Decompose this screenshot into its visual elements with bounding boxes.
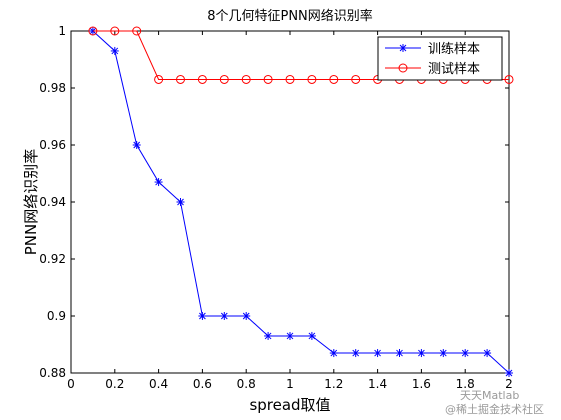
legend-item: 测试样本: [385, 62, 480, 77]
watermark: 天天Matlab @稀土掘金技术社区: [445, 389, 544, 416]
data-point-star: [176, 198, 185, 206]
data-point-star: [286, 331, 294, 340]
x-tick-label: 1.2: [324, 377, 343, 391]
data-point-star: [483, 349, 492, 358]
watermark-line1: 天天Matlab: [460, 389, 519, 402]
y-tick-label: 0.94: [39, 195, 66, 209]
y-tick-label: 0.98: [39, 81, 66, 95]
x-tick-label: 1.6: [412, 377, 431, 391]
data-point-star: [154, 178, 163, 187]
x-tick-label: 0.2: [105, 377, 124, 391]
x-tick-label: 1.8: [456, 377, 475, 391]
legend-box: [377, 36, 503, 81]
data-point-circle: [307, 74, 317, 84]
data-point-star: [351, 349, 360, 358]
data-point-circle: [154, 74, 164, 84]
data-point-circle: [263, 74, 273, 84]
data-point-circle: [197, 74, 207, 84]
data-point-star: [110, 46, 119, 55]
data-point-circle: [219, 74, 229, 84]
series-layer: [88, 26, 514, 377]
legend-swatch-marker: [398, 63, 408, 73]
x-axis-label: spread取值: [249, 396, 330, 414]
watermark-line2: @稀土掘金技术社区: [445, 402, 544, 416]
y-tick-label: 1: [58, 24, 66, 38]
y-tick-label: 0.9: [47, 309, 66, 323]
legend-label: 训练样本: [428, 42, 480, 57]
data-point-circle: [329, 74, 339, 84]
x-tick-label: 0.8: [237, 377, 256, 391]
x-tick-label: 0.4: [149, 377, 168, 391]
legend-swatch-marker: [399, 44, 407, 52]
x-tick-label: 1.4: [368, 377, 387, 391]
data-point-star: [439, 349, 448, 358]
x-tick-label: 0: [67, 377, 75, 391]
data-point-star: [505, 369, 513, 377]
chart-title: 8个几何特征PNN网络识别率: [207, 8, 373, 24]
data-point-circle: [88, 26, 98, 36]
axis-ticks: 0 0.2 0.4 0.6 0.8 1 1.2 1.4 1.6 1.8 2 0.88 0.9 0.92 0.…: [39, 24, 513, 391]
y-tick-label: 0.92: [39, 252, 66, 266]
data-point-circle: [241, 74, 251, 84]
data-point-circle: [504, 74, 514, 84]
y-tick-label: 0.96: [39, 138, 66, 152]
data-point-circle: [351, 74, 361, 84]
data-point-star: [395, 349, 404, 358]
x-tick-label: 1: [286, 377, 294, 391]
data-point-star: [417, 349, 426, 358]
data-point-circle: [176, 74, 185, 84]
data-point-star: [198, 312, 207, 320]
data-point-star: [461, 349, 470, 358]
x-tick-label: 2: [505, 377, 513, 391]
data-point-circle: [110, 26, 120, 36]
series-1: [88, 27, 513, 377]
data-point-circle: [285, 74, 295, 84]
y-tick-label: 0.88: [39, 366, 66, 380]
legend-item: 训练样本: [385, 42, 480, 57]
y-axis-label: PNN网络识别率: [22, 149, 40, 256]
data-point-star: [264, 331, 273, 340]
data-point-star: [329, 349, 338, 358]
legend-label: 测试样本: [428, 62, 480, 77]
plot-area: [70, 30, 510, 374]
data-point-star: [373, 349, 382, 358]
data-point-star: [307, 331, 316, 340]
data-point-star: [132, 141, 141, 149]
data-point-circle: [132, 26, 142, 36]
x-tick-label: 0.6: [193, 377, 212, 391]
data-point-star: [242, 312, 251, 320]
data-point-star: [220, 312, 229, 320]
